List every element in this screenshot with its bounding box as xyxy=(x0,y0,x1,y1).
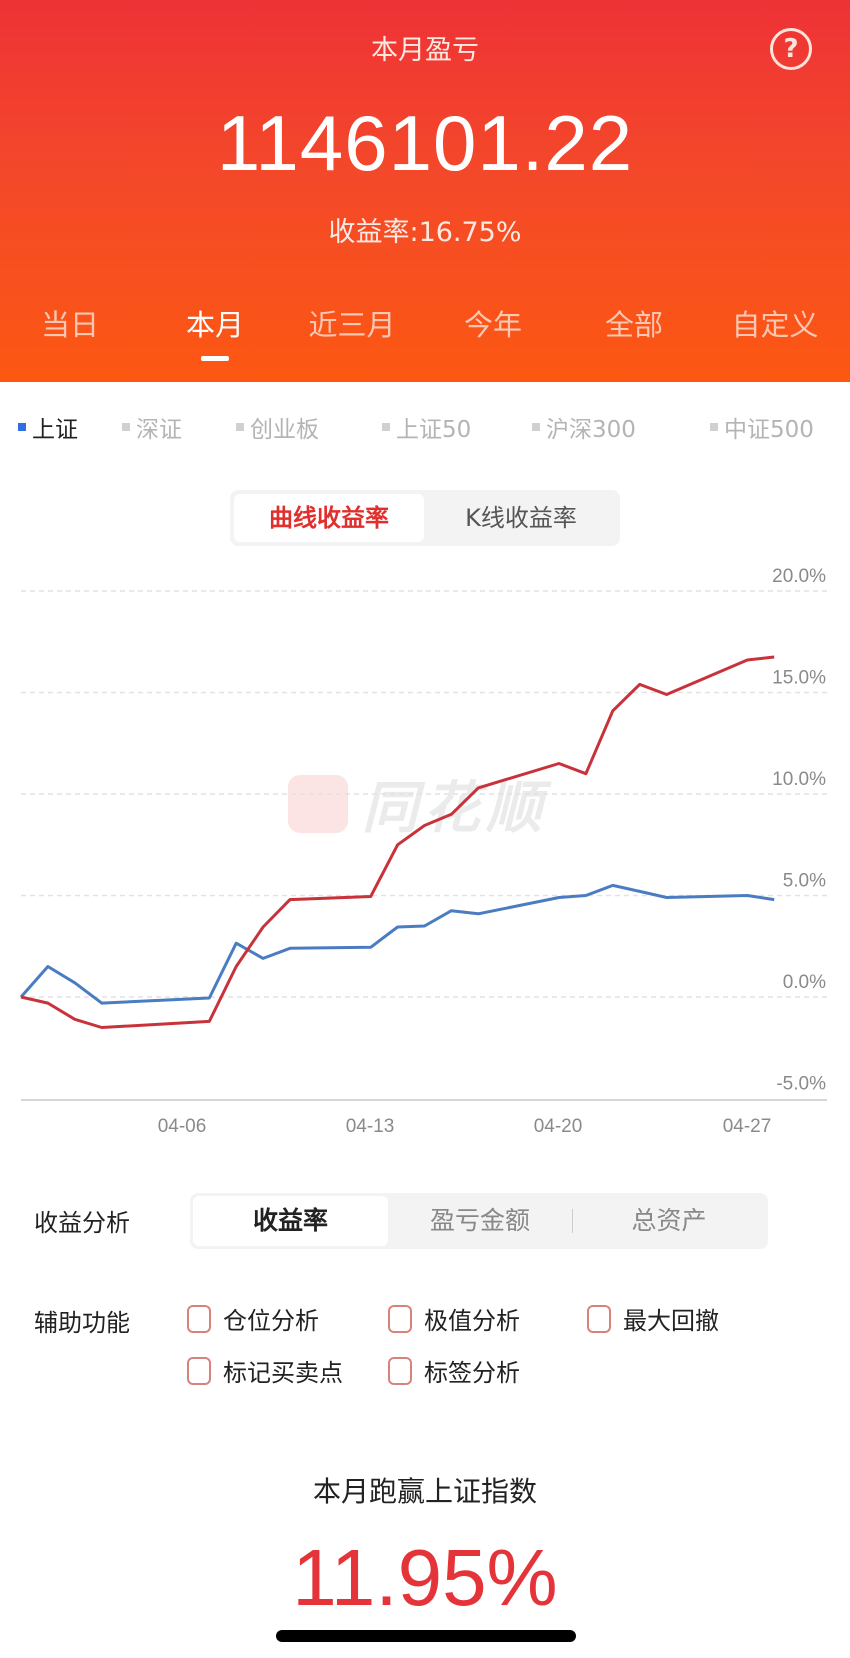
tab-this-month[interactable]: 本月 xyxy=(185,308,244,342)
checkbox-position-analysis[interactable]: 仓位分析 xyxy=(187,1301,319,1336)
aux-label: 辅助功能 xyxy=(34,1309,130,1337)
legend-square-icon xyxy=(532,423,540,431)
svg-text:10.0%: 10.0% xyxy=(772,769,826,790)
outperform-value: 11.95% xyxy=(292,1533,558,1622)
svg-text:5.0%: 5.0% xyxy=(783,871,826,892)
checkbox-max-drawdown[interactable]: 最大回撤 xyxy=(587,1301,719,1336)
checkbox-tag-analysis[interactable]: 标签分析 xyxy=(388,1353,520,1388)
return-rate: 收益率:16.75% xyxy=(328,217,522,248)
chart-mode-toggle: 曲线收益率 K线收益率 xyxy=(230,490,620,546)
analysis-total-assets-button[interactable]: 总资产 xyxy=(631,1206,707,1235)
legend-square-icon xyxy=(236,423,244,431)
checkbox-icon[interactable] xyxy=(187,1356,211,1385)
tab-this-year[interactable]: 今年 xyxy=(463,308,522,342)
svg-text:20.0%: 20.0% xyxy=(772,566,826,587)
help-icon[interactable]: ? xyxy=(770,28,812,70)
checkbox-icon[interactable] xyxy=(187,1304,211,1333)
analysis-toggle: 收益率 盈亏金额 总资产 xyxy=(190,1193,768,1249)
legend-square-icon xyxy=(18,423,26,431)
tab-custom[interactable]: 自定义 xyxy=(731,308,819,342)
segment-divider xyxy=(572,1209,573,1233)
checkbox-icon[interactable] xyxy=(388,1304,412,1333)
profit-amount: 1146101.22 xyxy=(216,99,634,187)
tab-today[interactable]: 当日 xyxy=(40,308,99,342)
analysis-label: 收益分析 xyxy=(34,1209,130,1237)
svg-text:0.0%: 0.0% xyxy=(783,972,826,993)
svg-text:04-06: 04-06 xyxy=(158,1116,207,1137)
outperform-title: 本月跑赢上证指数 xyxy=(312,1475,537,1508)
checkbox-icon[interactable] xyxy=(587,1304,611,1333)
analysis-return-rate-button[interactable]: 收益率 xyxy=(193,1196,388,1246)
svg-text:04-13: 04-13 xyxy=(346,1116,395,1137)
kline-return-button[interactable]: K线收益率 xyxy=(465,504,577,532)
checkbox-icon[interactable] xyxy=(388,1356,412,1385)
legend-square-icon xyxy=(710,423,718,431)
index-chinext[interactable]: 创业板 xyxy=(236,410,319,444)
index-sse50[interactable]: 上证50 xyxy=(382,410,471,444)
index-csi500[interactable]: 中证500 xyxy=(710,410,814,444)
svg-text:04-27: 04-27 xyxy=(723,1116,772,1137)
active-tab-indicator xyxy=(201,356,229,361)
index-szse[interactable]: 深证 xyxy=(122,410,182,444)
tab-three-months[interactable]: 近三月 xyxy=(308,308,396,342)
checkbox-extreme-analysis[interactable]: 极值分析 xyxy=(388,1301,520,1336)
legend-square-icon xyxy=(382,423,390,431)
index-selector: 上证 深证 创业板 上证50 沪深300 中证500 xyxy=(0,410,850,450)
analysis-pnl-amount-button[interactable]: 盈亏金额 xyxy=(429,1206,530,1235)
watermark-logo-icon xyxy=(288,774,348,833)
home-indicator[interactable] xyxy=(276,1630,576,1642)
chart-grid xyxy=(21,590,827,998)
watermark: 同花顺 xyxy=(288,763,548,844)
my-return-line xyxy=(20,655,775,1029)
page-title: 本月盈亏 xyxy=(371,35,479,66)
return-chart: 20.0%15.0%10.0%5.0%0.0%-5.0% 04-06 04-13 0… xyxy=(19,566,827,1137)
svg-text:15.0%: 15.0% xyxy=(772,668,826,689)
svg-text:04-20: 04-20 xyxy=(534,1116,583,1137)
x-axis-labels: 04-06 04-13 04-20 04-27 xyxy=(158,1116,772,1137)
index-sse[interactable]: 上证 xyxy=(18,410,78,444)
legend-square-icon xyxy=(122,423,130,431)
svg-text:-5.0%: -5.0% xyxy=(776,1074,826,1095)
period-tabs: 当日 本月 近三月 今年 全部 自定义 xyxy=(0,302,850,362)
checkbox-mark-trades[interactable]: 标记买卖点 xyxy=(187,1353,343,1388)
index-return-line xyxy=(19,883,775,1005)
y-axis-labels: 20.0% 15.0% 10.0% 5.0% 0.0% -5.0% xyxy=(772,566,826,1095)
index-csi300[interactable]: 沪深300 xyxy=(532,410,636,444)
curve-return-button[interactable]: 曲线收益率 xyxy=(234,494,424,542)
tab-all[interactable]: 全部 xyxy=(604,308,663,342)
header-banner: 本月盈亏 ? 1146101.22 收益率:16.75% 当日 本月 近三月 今… xyxy=(0,0,850,382)
